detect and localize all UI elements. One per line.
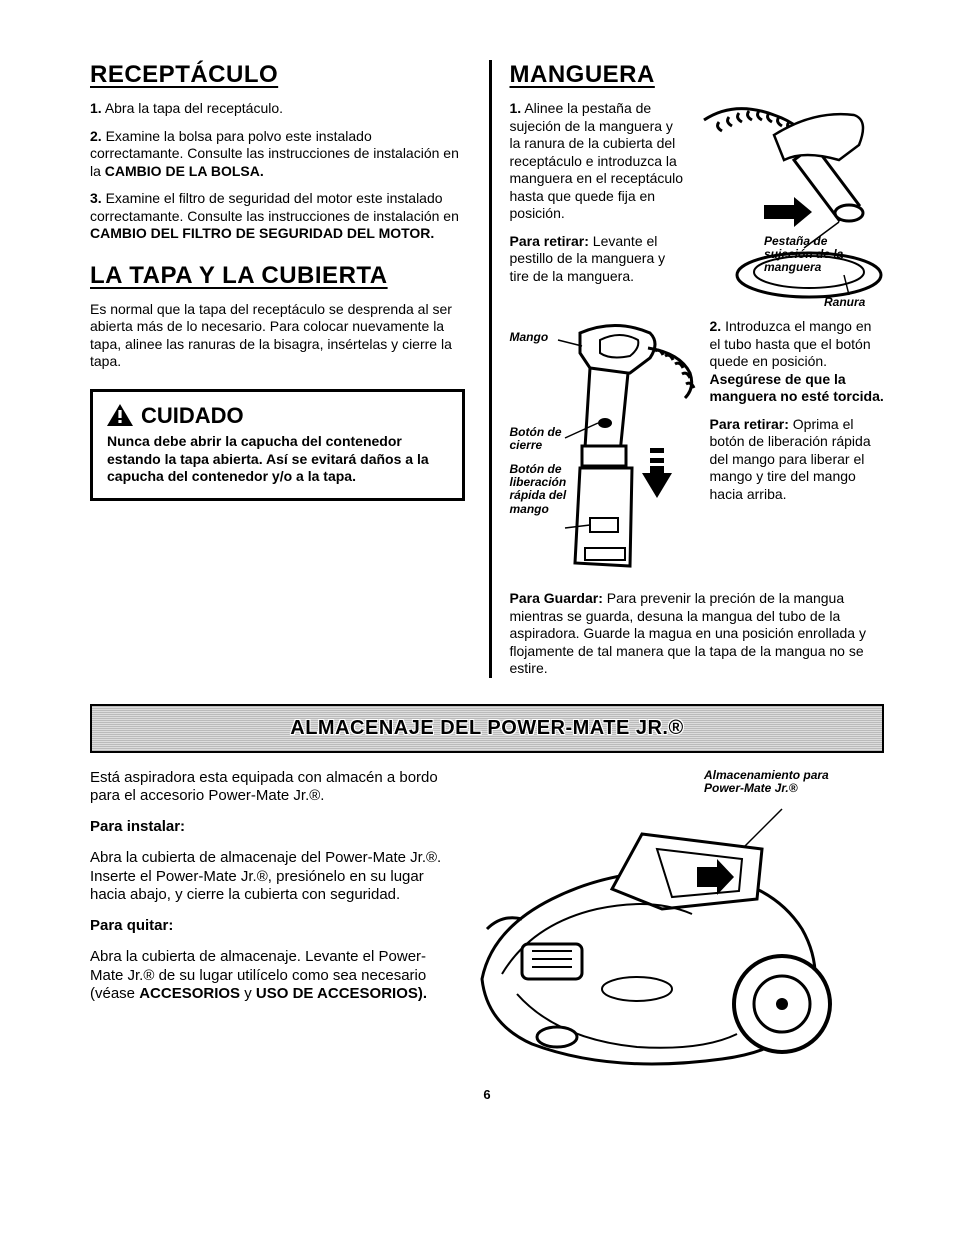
instalar-heading: Para instalar: [90,818,442,837]
quitar-heading: Para quitar: [90,917,442,936]
item-2: 2. Examine la bolsa para polvo este inst… [90,128,465,181]
fig2-label-liberacion: Botón de liberación rápida del mango [510,463,575,516]
fig2-label-cierre: Botón de cierre [510,426,565,452]
bottom-left: Está aspiradora esta equipada con almacé… [90,769,442,1079]
heading-receptaculo: RECEPTÁCULO [90,60,465,90]
quitar-p3: y [244,985,256,1002]
manguera-text-1: 1. Alinee la pestaña de sujeción de la m… [510,100,685,310]
cuidado-title-row: CUIDADO [107,402,448,430]
left-column: RECEPTÁCULO 1. Abra la tapa del receptác… [90,60,465,678]
warning-icon [107,404,133,426]
figure-handle: Mango Botón de cierre Botón de liberació… [510,318,700,578]
m-ret1-a: Para retirar: [510,233,589,249]
m-retirar-1: Para retirar: Levante el pestillo de la … [510,233,685,286]
cuidado-box: CUIDADO Nunca debe abrir la capucha del … [90,389,465,501]
hose-illustration [694,100,884,310]
text-3b: CAMBIO DEL FILTRO DE SEGURIDAD DEL MOTOR… [90,225,434,241]
right-column: MANGUERA 1. Alinee la pestaña de sujeció… [489,60,885,678]
item-1: 1. Abra la tapa del receptáculo. [90,100,465,118]
intro-p: Está aspiradora esta equipada con almacé… [90,769,442,807]
manguera-row-2: Mango Botón de cierre Botón de liberació… [510,318,885,578]
banner-text: ALMACENAJE DEL POWER-MATE JR.® [290,717,683,739]
text-3a: Examine el filtro de seguridad del motor… [90,190,459,224]
fig3-label: Almacenamiento para Power-Mate Jr.® [704,769,854,795]
m-ret2-a: Para retirar: [710,416,789,432]
m-text-2a: Introduzca el mango en el tubo hasta que… [710,318,872,369]
num-3: 3. [90,190,102,206]
quitar-p: Abra la cubierta de almacenaje. Levante … [90,948,442,1004]
figure-hose: Pestaña de sujeción de la manguera Ranur… [694,100,884,310]
m-num-1: 1. [510,100,522,116]
quitar-p4: USO DE ACCESORIOS). [256,985,427,1002]
bottom-right: Almacenamiento para Power-Mate Jr.® [462,769,884,1079]
text-1: Abra la tapa del receptáculo. [105,100,283,116]
fig2-label-mango: Mango [510,330,549,345]
bottom-columns: Está aspiradora esta equipada con almacé… [90,769,884,1079]
m-item-1: 1. Alinee la pestaña de sujeción de la m… [510,100,685,223]
page-number: 6 [90,1087,884,1103]
cuidado-body: Nunca debe abrir la capucha del contened… [107,433,448,486]
manguera-row-1: 1. Alinee la pestaña de sujeción de la m… [510,100,885,310]
text-2b: CAMBIO DE LA BOLSA. [105,163,264,179]
num-2: 2. [90,128,102,144]
heading-tapa: LA TAPA Y LA CUBIERTA [90,261,465,291]
manguera-text-2: 2. Introduzca el mango en el tubo hasta … [710,318,885,578]
instalar-p: Abra la cubierta de almacenaje del Power… [90,849,442,905]
m-text-2b: Asegúrese de que la manguera no esté tor… [710,371,884,405]
item-3: 3. Examine el filtro de seguridad del mo… [90,190,465,243]
tapa-paragraph: Es normal que la tapa del receptáculo se… [90,301,465,371]
upper-columns: RECEPTÁCULO 1. Abra la tapa del receptác… [90,60,884,678]
fig1-label-pestana: Pestaña de sujeción de la manguera [764,235,844,275]
m-text-1: Alinee la pestaña de sujeción de la mang… [510,100,684,221]
m-num-2: 2. [710,318,722,334]
vacuum-illustration [462,779,882,1079]
quitar-p2: ACCESORIOS [139,985,240,1002]
m-retirar-2: Para retirar: Oprima el botón de liberac… [710,416,885,504]
fig1-label-ranura: Ranura [824,295,865,310]
cuidado-title-text: CUIDADO [141,402,244,430]
m-item-2: 2. Introduzca el mango en el tubo hasta … [710,318,885,406]
guardar-a: Para Guardar: [510,590,603,606]
num-1: 1. [90,100,102,116]
section-banner: ALMACENAJE DEL POWER-MATE JR.® [90,704,884,753]
guardar-paragraph: Para Guardar: Para prevenir la preción d… [510,590,885,678]
heading-manguera: MANGUERA [510,60,885,90]
